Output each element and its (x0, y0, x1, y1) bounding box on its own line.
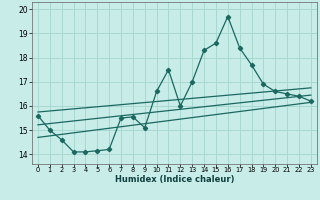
X-axis label: Humidex (Indice chaleur): Humidex (Indice chaleur) (115, 175, 234, 184)
